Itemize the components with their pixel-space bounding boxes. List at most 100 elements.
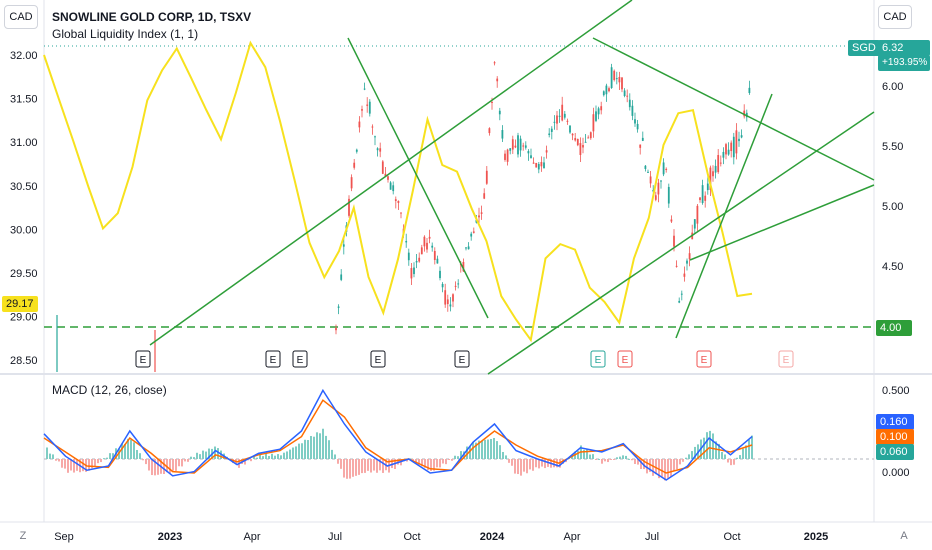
candle-body	[485, 170, 488, 184]
candle-body	[714, 165, 717, 173]
candle-body	[433, 250, 436, 261]
macd-histogram-bar	[250, 459, 252, 462]
macd-histogram-bar	[742, 448, 744, 459]
candle-body	[587, 137, 590, 139]
macd-histogram-bar	[163, 459, 165, 475]
macd-histogram-bar	[472, 442, 474, 459]
price-value-tag: 6.32	[878, 40, 930, 56]
candle-body	[732, 136, 735, 158]
right-axis-tick: 4.50	[882, 261, 903, 273]
candle-body	[537, 164, 540, 170]
price-change-tag: +193.95%	[878, 55, 930, 71]
earnings-marker-box	[590, 350, 606, 368]
macd-histogram-bar	[307, 440, 309, 459]
macd-histogram-bar	[604, 459, 606, 462]
candle-body	[480, 212, 483, 214]
earnings-marker: E	[778, 350, 794, 368]
macd-histogram-bar	[643, 459, 645, 470]
trend-line	[592, 37, 875, 181]
left-axis-tick: 30.50	[10, 181, 38, 193]
macd-histogram-bar	[724, 454, 726, 459]
candle-body	[592, 114, 595, 132]
trend-line	[347, 37, 489, 319]
candle-body	[748, 87, 751, 94]
macd-axis-tick: 0.000	[882, 467, 910, 479]
right-currency-button[interactable]: CAD	[878, 5, 912, 29]
macd-histogram-bar	[361, 459, 363, 474]
macd-title: MACD (12, 26, close)	[52, 383, 167, 397]
macd-histogram-bar	[613, 459, 615, 460]
candle-body	[641, 137, 644, 141]
trend-line	[689, 184, 875, 261]
macd-histogram-bar	[583, 449, 585, 459]
macd-histogram-bar	[316, 432, 318, 459]
candle-body	[743, 110, 746, 117]
macd-histogram-bar	[694, 446, 696, 459]
candle-body	[392, 185, 395, 192]
candle-body	[563, 113, 566, 118]
candle-body	[712, 171, 714, 177]
candle-body	[628, 99, 631, 108]
candle-body	[449, 304, 452, 307]
macd-histogram-bar	[715, 441, 717, 459]
macd-histogram-bar	[616, 457, 618, 459]
candle-body	[488, 128, 491, 134]
candle-body	[428, 236, 431, 239]
macd-histogram-bar	[718, 443, 720, 459]
macd-histogram-bar	[151, 459, 153, 476]
macd-histogram-bar	[682, 459, 684, 462]
left-corner-button[interactable]: Z	[16, 529, 30, 543]
earnings-marker-label: E	[701, 355, 708, 366]
macd-histogram-bar	[376, 459, 378, 473]
candle-body	[722, 151, 725, 158]
candle-body	[470, 233, 473, 237]
candle-body	[355, 149, 358, 152]
macd-histogram-bar	[652, 459, 654, 476]
candle-body	[649, 176, 652, 184]
price-currency-tag: SGD	[848, 40, 880, 56]
macd-histogram-bar	[661, 459, 663, 477]
candle-body	[717, 155, 720, 173]
left-axis-tick: 31.50	[10, 94, 38, 106]
earnings-marker-box	[454, 350, 470, 368]
time-axis-tick: Apr	[563, 531, 580, 543]
macd-histogram-bar	[127, 438, 129, 459]
macd-histogram-bar	[427, 459, 429, 471]
macd-histogram-bar	[532, 459, 534, 471]
candle-body	[600, 106, 603, 111]
candle-body	[517, 135, 519, 155]
left-axis-tick: 30.00	[10, 224, 38, 236]
macd-histogram-bar	[259, 453, 261, 459]
macd-histogram-bar	[136, 449, 138, 459]
macd-histogram-bar	[457, 456, 459, 459]
macd-histogram-bar	[46, 447, 48, 459]
earnings-marker-label: E	[595, 355, 602, 366]
macd-histogram-bar	[286, 451, 288, 459]
candle-body	[530, 155, 532, 159]
earnings-marker: E	[696, 350, 712, 368]
candle-body	[454, 285, 457, 287]
macd-histogram-bar	[601, 459, 603, 464]
candle-body	[558, 115, 561, 117]
macd-histogram-bar	[166, 459, 168, 473]
candle-body	[348, 198, 350, 216]
candle-body	[582, 145, 584, 148]
macd-histogram-bar	[112, 453, 114, 459]
macd-histogram-bar	[433, 459, 435, 471]
candle-body	[350, 177, 353, 189]
left-currency-button[interactable]: CAD	[4, 5, 38, 29]
macd-histogram-bar	[298, 443, 300, 459]
candle-body	[366, 104, 369, 106]
earnings-marker-box	[265, 350, 281, 368]
macd-histogram-bar	[586, 449, 588, 459]
candle-body	[472, 231, 475, 233]
macd-histogram-bar	[445, 459, 447, 465]
macd-histogram-bar	[331, 449, 333, 459]
macd-histogram-bar	[607, 459, 609, 463]
macd-histogram-bar	[274, 455, 276, 459]
macd-histogram-bar	[655, 459, 657, 475]
left-axis-tick: 29.00	[10, 312, 38, 324]
right-corner-button[interactable]: A	[897, 529, 911, 543]
macd-histogram-bar	[739, 455, 741, 459]
macd-histogram-bar	[418, 459, 420, 465]
